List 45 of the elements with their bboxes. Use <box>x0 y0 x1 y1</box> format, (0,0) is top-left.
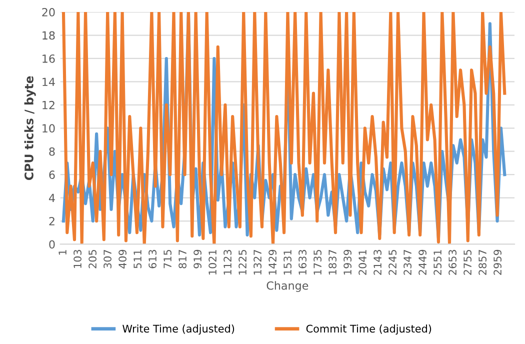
x-tick-label: 1735 <box>314 250 322 274</box>
x-tick-label: 2347 <box>404 250 412 275</box>
y-tick-label: 12 <box>42 100 54 110</box>
x-tick-label: 1327 <box>254 250 262 274</box>
x-tick-label: 1021 <box>208 250 216 274</box>
x-tick-label: 2245 <box>388 250 396 275</box>
x-axis-title: Change <box>266 281 308 292</box>
x-tick-label: 103 <box>74 250 82 268</box>
x-tick-label: 817 <box>178 250 186 268</box>
x-tick-label: 919 <box>194 250 202 268</box>
x-tick-label: 2143 <box>374 250 382 275</box>
x-tick-label: 2959 <box>494 250 502 275</box>
y-tick-label: 10 <box>42 124 55 133</box>
y-tick-label: 20 <box>42 8 55 16</box>
x-tick-label: 2551 <box>434 250 442 275</box>
x-tick-label: 2041 <box>358 250 366 275</box>
x-tick-label: 2857 <box>478 250 486 275</box>
y-tick-label: 0 <box>49 240 55 249</box>
x-tick-label: 1633 <box>298 250 306 274</box>
x-tick-label: 1123 <box>224 250 232 274</box>
legend-label: Write Time (adjusted) <box>122 324 234 335</box>
x-tick-label: 715 <box>164 250 172 268</box>
y-tick-label: 18 <box>42 31 55 40</box>
x-tick-label: 1225 <box>238 250 246 274</box>
x-tick-label: 2653 <box>448 250 456 275</box>
x-tick-label: 2449 <box>418 250 426 275</box>
y-tick-label: 16 <box>42 54 55 63</box>
y-tick-label: 8 <box>49 147 55 156</box>
x-tick-label: 511 <box>134 250 142 268</box>
y-tick-label: 14 <box>42 78 55 86</box>
x-tick-label: 2755 <box>464 250 472 275</box>
x-tick-label: 1 <box>58 250 66 255</box>
y-axis-title: CPU ticks / byte <box>24 76 36 180</box>
legend-label: Commit Time (adjusted) <box>306 324 432 335</box>
x-tick-label: 1939 <box>344 250 352 274</box>
y-tick-label: 4 <box>48 194 55 202</box>
y-tick-label: 2 <box>49 216 54 226</box>
x-tick-label: 1531 <box>284 250 292 274</box>
x-tick-label: 409 <box>118 250 126 268</box>
x-tick-label: 307 <box>104 250 112 268</box>
x-tick-label: 1429 <box>268 250 276 274</box>
x-tick-label: 1837 <box>328 250 336 274</box>
x-tick-label: 205 <box>88 250 96 268</box>
x-tick-label: 613 <box>148 250 156 268</box>
y-tick-label: 6 <box>49 170 55 179</box>
